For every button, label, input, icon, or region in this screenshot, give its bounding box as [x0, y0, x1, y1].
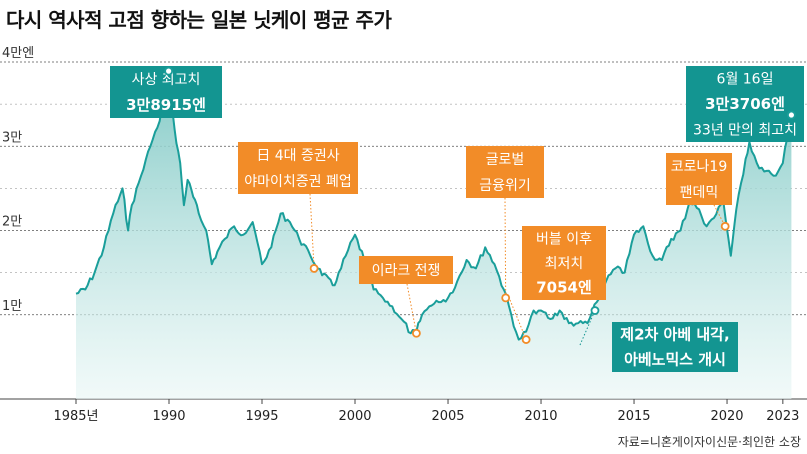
- annotation-text: 사상 최고치: [132, 72, 201, 88]
- annotation-text: 야마이치증권 폐업: [244, 174, 352, 190]
- x-tick-label: 1995: [245, 409, 278, 424]
- annotation-marker: [720, 221, 730, 231]
- annotation-7: 코로나19 팬데믹: [666, 153, 732, 231]
- annotation-box: [110, 66, 222, 118]
- annotation-leader: [509, 299, 527, 340]
- y-tick-label: 3만: [2, 130, 22, 145]
- annotation-marker: [521, 335, 531, 344]
- x-tick-label: 2005: [431, 409, 464, 424]
- annotation-leader: [406, 283, 417, 334]
- annotation-leader: [579, 310, 596, 346]
- annotation-text: 이라크 전쟁: [372, 263, 441, 279]
- annotation-marker: [501, 293, 511, 303]
- annotation-text: 7054엔: [536, 279, 592, 297]
- annotation-marker: [164, 66, 174, 76]
- annotation-box: [466, 146, 544, 198]
- annotation-box: [686, 66, 804, 142]
- annotation-text: 3만8915엔: [126, 96, 206, 114]
- price-line: [75, 70, 793, 341]
- annotation-text: 아베노믹스 개시: [624, 351, 726, 369]
- annotation-1: 사상 최고치 3만8915엔: [110, 66, 222, 119]
- x-axis-labels: 1985년 1990 1995 2000 2005 2010 2015 2020 2023: [53, 399, 799, 424]
- annotation-3: 이라크 전쟁: [359, 256, 453, 338]
- annotation-text: 33년 만의 최고치: [693, 122, 797, 138]
- x-tick-label: 2000: [338, 409, 371, 424]
- annotation-box: [522, 226, 606, 300]
- annotation-marker: [309, 264, 319, 273]
- annotation-text: 버블 이후: [536, 231, 592, 247]
- annotation-box: [359, 256, 453, 284]
- annotation-text: 日 4대 증권사: [256, 148, 339, 164]
- annotation-6: 제2차 아베 내각, 아베노믹스 개시: [579, 306, 738, 372]
- annotation-text: 글로벌: [486, 152, 525, 168]
- x-tick-label: 2020: [710, 409, 743, 424]
- annotation-8: 6월 16일 3만3706엔 33년 만의 최고치: [686, 66, 804, 143]
- annotation-text: 코로나19: [671, 159, 727, 175]
- annotation-leader: [713, 204, 726, 227]
- series-area: [76, 71, 792, 399]
- source-note: 자료=니혼게이자이신문·최인한 소장: [617, 435, 801, 449]
- annotation-text: 제2차 아베 내각,: [620, 326, 729, 344]
- x-tick-label: 1985년: [53, 409, 98, 424]
- annotation-marker: [590, 306, 600, 315]
- annotation-text: 3만3706엔: [705, 95, 785, 113]
- annotation-text: 최저치: [545, 256, 584, 272]
- annotation-box: [238, 142, 358, 194]
- y-tick-label: 4만엔: [2, 46, 34, 61]
- chart-title: 다시 역사적 고점 향하는 일본 닛케이 평균 주가: [6, 8, 392, 32]
- y-tick-label: 1만: [2, 299, 22, 314]
- y-tick-label: 2만: [2, 215, 22, 230]
- annotation-text: 팬데믹: [680, 185, 719, 201]
- x-tick-label: 1990: [152, 409, 185, 424]
- annotation-box: [612, 322, 738, 372]
- x-tick-label: 2010: [524, 409, 557, 424]
- x-tick-label: 2023: [766, 409, 799, 424]
- annotation-text: 6월 16일: [717, 72, 774, 88]
- y-axis-labels: 1만 2만 3만 4만엔: [2, 46, 34, 314]
- annotation-text: 금융위기: [479, 178, 531, 194]
- area-fill: [76, 71, 792, 399]
- x-tick-label: 2015: [617, 409, 650, 424]
- annotation-box: [666, 153, 732, 205]
- annotation-marker: [411, 328, 421, 338]
- series-line: [75, 70, 793, 341]
- annotation-marker: [786, 110, 796, 120]
- annotation-leader: [504, 197, 507, 298]
